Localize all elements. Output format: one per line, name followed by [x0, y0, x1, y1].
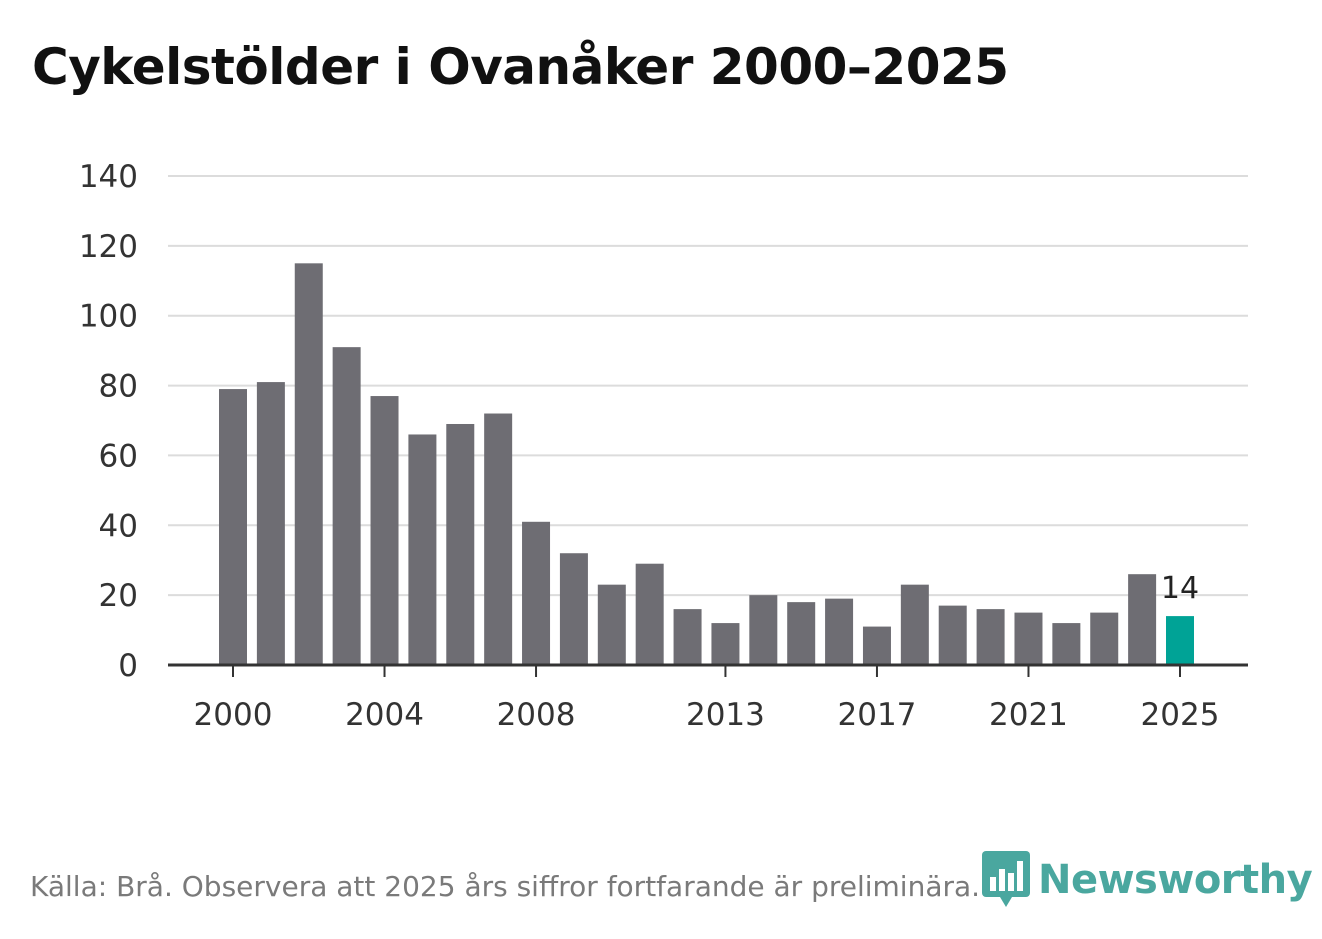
x-tick-label: 2008 [497, 697, 576, 733]
bar-2006[interactable] [446, 423, 475, 665]
bar-2014[interactable] [749, 595, 778, 665]
bar-2000[interactable] [219, 389, 247, 665]
bar-2016[interactable] [825, 598, 854, 665]
source-note: Källa: Brå. Observera att 2025 års siffr… [30, 870, 981, 903]
bar-2010[interactable] [597, 584, 626, 665]
bars [219, 263, 1194, 665]
bar-2023[interactable] [1090, 612, 1119, 665]
bar-2021[interactable] [1014, 612, 1043, 665]
y-tick-label: 20 [99, 578, 138, 614]
bar-2002[interactable] [294, 263, 323, 665]
x-tick-label: 2021 [989, 697, 1068, 733]
axes [168, 663, 1248, 677]
x-tick-label: 2000 [194, 697, 273, 733]
bar-2008[interactable] [522, 521, 551, 665]
x-tick-label: 2017 [838, 697, 917, 733]
bar-2007[interactable] [484, 413, 513, 665]
bar-2013[interactable] [711, 623, 740, 665]
data-label-2025: 14 [1161, 571, 1199, 606]
bar-2011[interactable] [635, 563, 664, 665]
bar-2025[interactable] [1166, 616, 1194, 665]
y-tick-label: 40 [99, 508, 138, 544]
bar-2022[interactable] [1052, 623, 1081, 665]
gridlines [168, 175, 1248, 597]
y-tick-label: 0 [118, 648, 138, 684]
x-tick-label: 2004 [345, 697, 424, 733]
x-tick-label: 2025 [1141, 697, 1220, 733]
bar-2012[interactable] [673, 609, 702, 665]
chart-title: Cykelstölder i Ovanåker 2000–2025 [32, 38, 1009, 96]
bar-2024[interactable] [1128, 574, 1157, 665]
brand-name: Newsworthy [1038, 857, 1313, 903]
y-tick-label: 80 [99, 369, 138, 405]
y-tick-label: 140 [79, 159, 138, 195]
brand-logo[interactable]: Newsworthy [982, 850, 1313, 910]
bar-2001[interactable] [256, 382, 285, 665]
bar-2004[interactable] [370, 396, 399, 665]
bar-2009[interactable] [559, 553, 588, 665]
bar-2019[interactable] [938, 605, 967, 665]
newsworthy-logo-icon [982, 851, 1030, 907]
bar-2003[interactable] [332, 347, 361, 665]
bar-2020[interactable] [976, 609, 1005, 665]
bar-2005[interactable] [408, 434, 437, 665]
bar-chart: 0 20 40 60 80 100 120 140 2000 2004 2008 2013 2017 20… [79, 159, 1248, 733]
x-tick-label: 2013 [686, 697, 765, 733]
y-tick-label: 60 [99, 438, 138, 474]
y-tick-label: 100 [79, 299, 138, 335]
labels: 0 20 40 60 80 100 120 140 2000 2004 2008 2013 2017 20… [79, 159, 1220, 733]
bar-2018[interactable] [900, 584, 929, 665]
bar-2015[interactable] [787, 602, 816, 665]
y-tick-label: 120 [79, 229, 138, 265]
bar-2017[interactable] [862, 626, 891, 665]
